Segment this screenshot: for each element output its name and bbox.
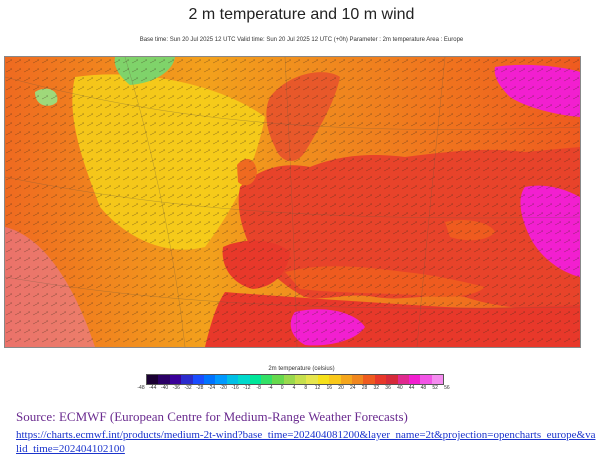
colorbar-swatch xyxy=(352,375,364,384)
colorbar-swatch xyxy=(181,375,193,384)
temperature-wind-map xyxy=(4,56,581,348)
colorbar-tick-label: -12 xyxy=(243,385,251,391)
colorbar-tick-label: 40 xyxy=(397,385,403,391)
colorbar-tick-label: -8 xyxy=(256,385,261,391)
colorbar-swatch xyxy=(340,375,353,384)
colorbar-swatch xyxy=(249,375,261,384)
legend-title: 2m temperature (celsius) xyxy=(268,366,335,372)
colorbar-tick-label: 52 xyxy=(432,385,438,391)
colorbar-swatch xyxy=(283,375,296,384)
colorbar-tick-label: 8 xyxy=(304,385,308,391)
colorbar-tick-label: -32 xyxy=(184,385,192,391)
colorbar-swatch xyxy=(260,375,273,384)
colorbar-swatch xyxy=(329,375,341,384)
chart-title: 2 m temperature and 10 m wind xyxy=(188,6,415,23)
colorbar-tick-label: 28 xyxy=(361,385,368,391)
colorbar-tick-label: 56 xyxy=(444,385,450,391)
colorbar-tick-label: -24 xyxy=(207,385,216,391)
colorbar-tick-label: 16 xyxy=(326,385,333,391)
colorbar-swatch xyxy=(420,375,432,384)
colorbar-swatch xyxy=(169,375,182,384)
colorbar-tick-label: -44 xyxy=(149,385,157,391)
colorbar-swatch xyxy=(397,375,409,384)
temperature-colorbar xyxy=(146,374,444,385)
colorbar-tick-label: -20 xyxy=(219,385,227,391)
colorbar-swatch xyxy=(363,375,375,384)
colorbar-swatch xyxy=(215,375,227,384)
colorbar-tick-label: -4 xyxy=(268,385,273,391)
colorbar-tick-label: 48 xyxy=(420,385,427,391)
colorbar-tick-label: 4 xyxy=(292,385,296,391)
source-link[interactable]: https://charts.ecmwf.int/products/medium… xyxy=(16,429,596,455)
map-canvas xyxy=(5,57,580,347)
colorbar-swatch xyxy=(374,375,387,384)
colorbar-swatch xyxy=(317,375,330,384)
source-credit: Source: ECMWF (European Centre for Mediu… xyxy=(16,409,408,424)
colorbar-tick-label: -36 xyxy=(172,385,180,391)
colorbar-tick-label: -28 xyxy=(196,385,204,391)
colorbar-swatch xyxy=(226,375,239,384)
colorbar-tick-label: 20 xyxy=(338,385,344,391)
colorbar-tick-label: -48 xyxy=(137,385,145,391)
colorbar-tick-label: 12 xyxy=(314,385,321,391)
colorbar-swatch xyxy=(295,375,307,384)
colorbar-swatch xyxy=(238,375,250,384)
colorbar-swatch xyxy=(386,375,398,384)
colorbar-swatch xyxy=(408,375,421,384)
colorbar-swatch xyxy=(203,375,216,384)
colorbar-tick-label: 32 xyxy=(373,385,380,391)
colorbar-swatch xyxy=(158,375,170,384)
colorbar-swatch xyxy=(192,375,204,384)
chart-subtitle: Base time: Sun 20 Jul 2025 12 UTC Valid … xyxy=(139,37,464,43)
colorbar-tick-label: 44 xyxy=(408,385,415,391)
colorbar-tick-label: 36 xyxy=(385,385,391,391)
colorbar-swatch xyxy=(147,375,159,384)
wind-arrows xyxy=(5,57,580,347)
colorbar-swatch xyxy=(431,375,444,384)
colorbar-tick-label: 0 xyxy=(280,385,284,391)
colorbar-tick-label: -16 xyxy=(231,385,239,391)
colorbar-tick-label: 24 xyxy=(350,385,356,391)
colorbar-swatch xyxy=(306,375,318,384)
colorbar-swatch xyxy=(272,375,284,384)
colorbar-tick-label: -40 xyxy=(160,385,169,391)
colorbar-ticks: -48 -44 -40 -36 -32 -28 -24 -20 -16 -12 -8 -4 0 4 8 12 1… xyxy=(136,385,452,393)
